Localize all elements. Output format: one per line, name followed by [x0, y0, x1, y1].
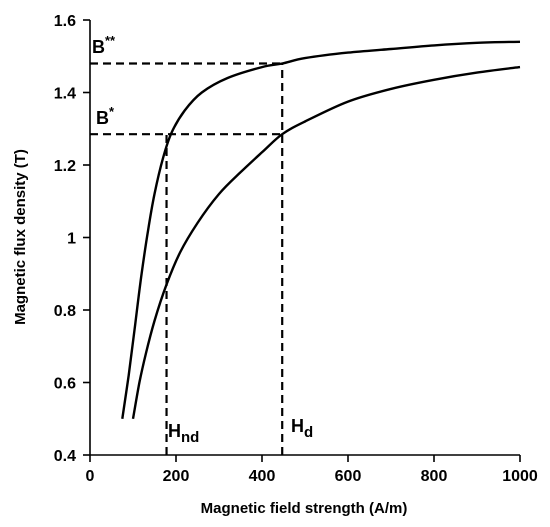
y-tick-label: 1.6 — [54, 13, 76, 30]
curve-series-1 — [121, 40, 521, 419]
y-axis-title: Magnetic flux density (T) — [12, 149, 29, 325]
x-axis-title: Magnetic field strength (A/m) — [201, 500, 408, 517]
x-tick-label: 1000 — [502, 468, 538, 485]
x-tick-label: 400 — [249, 468, 276, 485]
b-star-label: B* — [96, 104, 115, 128]
y-tick-label: 0.6 — [54, 376, 76, 393]
y-tick-label: 1.2 — [54, 158, 76, 175]
y-tick-label: 0.8 — [54, 303, 76, 320]
reference-lines — [90, 62, 284, 455]
curve-series-2 — [131, 65, 521, 420]
x-tick-label: 600 — [335, 468, 362, 485]
y-axis-ticks: 0.4 0.6 0.8 1 1.2 1.4 1.6 — [54, 13, 90, 465]
y-tick-label: 1.4 — [54, 86, 76, 103]
x-axis-ticks: 0 200 400 600 800 1000 — [86, 455, 538, 485]
b-double-star-label: B** — [92, 33, 116, 57]
h-nd-label: Hnd — [168, 421, 199, 446]
y-tick-label: 0.4 — [54, 448, 76, 465]
plot-area — [90, 40, 521, 455]
curves — [121, 40, 521, 420]
x-tick-label: 0 — [86, 468, 95, 485]
x-tick-label: 800 — [421, 468, 448, 485]
y-tick-label: 1 — [67, 231, 76, 248]
x-tick-label: 200 — [163, 468, 190, 485]
h-d-label: Hd — [291, 416, 313, 441]
